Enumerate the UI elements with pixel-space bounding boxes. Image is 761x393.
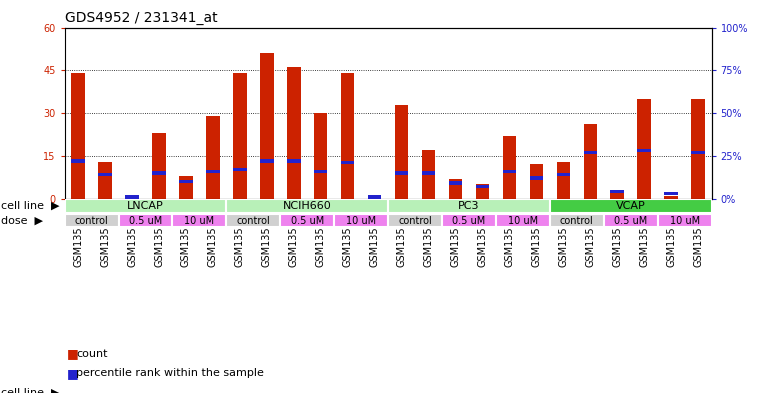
Text: 10 uM: 10 uM [508, 216, 538, 226]
Bar [476, 185, 489, 188]
Bar [664, 192, 678, 195]
Bar [503, 169, 516, 173]
Bar [395, 171, 409, 174]
Bar [664, 196, 678, 198]
Bar [126, 195, 139, 198]
Bar [206, 169, 220, 173]
Text: dose  ▶: dose ▶ [1, 216, 43, 226]
Bar [691, 151, 705, 154]
Text: ■: ■ [67, 347, 78, 360]
Bar [395, 105, 409, 198]
Text: PC3: PC3 [458, 201, 479, 211]
Bar [98, 162, 112, 198]
Bar [287, 68, 301, 198]
Bar [503, 136, 516, 198]
Text: 0.5 uM: 0.5 uM [129, 216, 162, 226]
Bar [314, 113, 327, 198]
Bar [556, 173, 570, 176]
Bar [530, 176, 543, 180]
Bar [422, 171, 435, 174]
Text: control: control [560, 216, 594, 226]
Text: cell line  ▶: cell line ▶ [1, 201, 59, 211]
Bar [334, 214, 388, 227]
Bar [388, 214, 442, 227]
Bar [691, 99, 705, 198]
Bar [368, 195, 381, 198]
Bar [72, 159, 85, 163]
Text: percentile rank within the sample: percentile rank within the sample [76, 368, 264, 378]
Bar [550, 199, 712, 213]
Bar [227, 199, 388, 213]
Text: 10 uM: 10 uM [670, 216, 699, 226]
Bar [65, 214, 119, 227]
Text: control: control [398, 216, 432, 226]
Text: VCAP: VCAP [616, 201, 645, 211]
Bar [496, 214, 550, 227]
Text: cell line  ▶: cell line ▶ [1, 388, 59, 393]
Text: control: control [75, 216, 109, 226]
Bar [556, 162, 570, 198]
Bar [152, 171, 166, 174]
Bar [280, 214, 334, 227]
Text: control: control [237, 216, 270, 226]
Bar [610, 190, 624, 193]
Bar [119, 214, 173, 227]
Bar [442, 214, 496, 227]
Bar [341, 161, 355, 164]
Bar [72, 73, 85, 198]
Bar [173, 214, 227, 227]
Bar [260, 159, 273, 163]
Bar [287, 159, 301, 163]
Bar [180, 180, 193, 183]
Bar [65, 199, 227, 213]
Bar [476, 184, 489, 198]
Bar [227, 214, 280, 227]
Bar [206, 116, 220, 198]
Bar [449, 179, 462, 198]
Bar [98, 173, 112, 176]
Bar [126, 196, 139, 198]
Text: 0.5 uM: 0.5 uM [452, 216, 486, 226]
Bar [638, 99, 651, 198]
Bar [638, 149, 651, 152]
Bar [449, 182, 462, 185]
Bar [65, 198, 712, 393]
Text: 10 uM: 10 uM [184, 216, 215, 226]
Bar [422, 150, 435, 198]
Bar [388, 199, 550, 213]
Text: ■: ■ [67, 367, 78, 380]
Bar [341, 73, 355, 198]
Bar [368, 196, 381, 198]
Text: count: count [76, 349, 107, 359]
Text: 10 uM: 10 uM [346, 216, 376, 226]
Bar [180, 176, 193, 198]
Bar [152, 133, 166, 198]
Text: GDS4952 / 231341_at: GDS4952 / 231341_at [65, 11, 218, 25]
Bar [658, 214, 712, 227]
Bar [584, 125, 597, 198]
Bar [530, 164, 543, 198]
Bar [233, 73, 247, 198]
Bar [260, 53, 273, 198]
Bar [603, 214, 658, 227]
Bar [233, 168, 247, 171]
Bar [584, 151, 597, 154]
Text: 0.5 uM: 0.5 uM [614, 216, 648, 226]
Text: NCIH660: NCIH660 [283, 201, 332, 211]
Text: 0.5 uM: 0.5 uM [291, 216, 324, 226]
Text: LNCAP: LNCAP [127, 201, 164, 211]
Bar [610, 193, 624, 198]
Bar [550, 214, 603, 227]
Bar [314, 169, 327, 173]
